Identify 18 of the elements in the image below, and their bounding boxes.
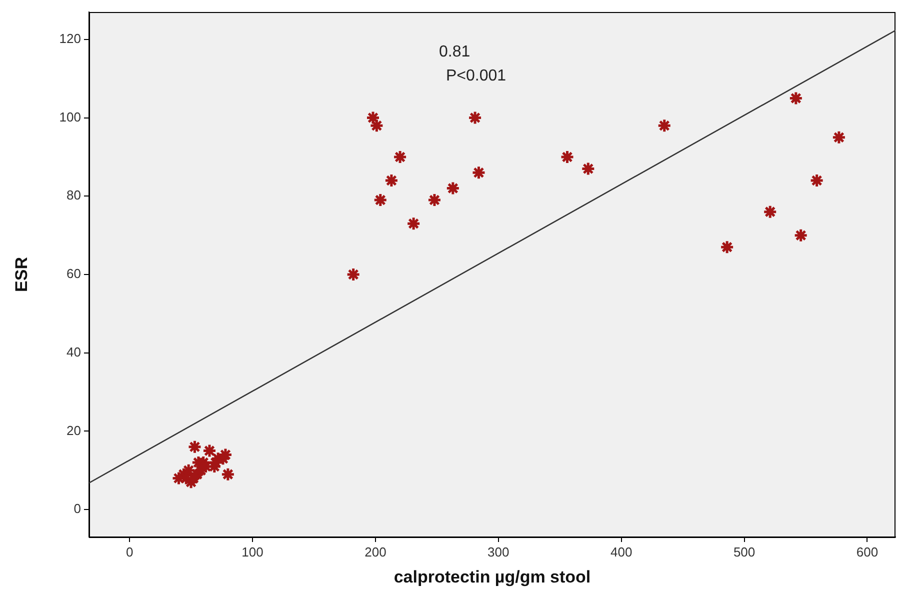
annotation: P<0.001 xyxy=(446,67,506,84)
y-tick-label: 40 xyxy=(66,344,81,360)
x-tick-label: 200 xyxy=(364,544,386,560)
y-tick-label: 100 xyxy=(59,109,81,124)
y-tick-label: 20 xyxy=(66,422,81,438)
y-axis-title: ESR xyxy=(12,257,31,292)
y-tick-label: 80 xyxy=(66,188,81,203)
y-tick-label: 120 xyxy=(59,31,81,46)
x-tick-label: 100 xyxy=(242,544,264,560)
x-tick-label: 600 xyxy=(856,544,878,560)
x-tick-label: 500 xyxy=(733,544,756,560)
x-tick-label: 300 xyxy=(488,544,510,560)
x-tick-label: 400 xyxy=(610,544,632,560)
x-tick-label: 0 xyxy=(126,544,134,560)
annotation: 0.81 xyxy=(439,43,470,60)
x-axis-title: calprotectin µg/gm stool xyxy=(394,567,591,586)
y-tick-label: 60 xyxy=(66,266,81,282)
y-tick-label: 0 xyxy=(74,501,81,516)
